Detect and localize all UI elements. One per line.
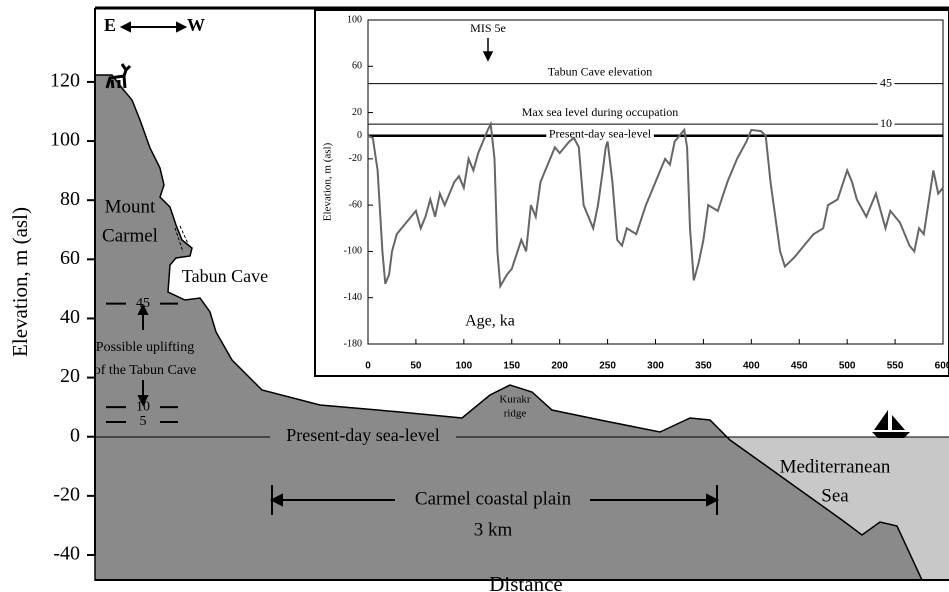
direction-label: E (104, 15, 116, 35)
y-tick-label: 40 (60, 306, 80, 328)
level-label: 10 (136, 399, 150, 414)
y-tick-label: 120 (50, 70, 80, 92)
sea-level-curve (367, 120, 944, 290)
uplift-label: Possible uplifting (96, 340, 194, 355)
deer-icon (105, 63, 132, 89)
x-tick-label: 500 (839, 361, 856, 372)
y-tick-label: -180 (344, 338, 362, 349)
uplift-arrows (137, 303, 149, 407)
terrain (94, 74, 924, 581)
y-tick-label: -20 (53, 483, 80, 505)
reference-value: 45 (880, 75, 892, 89)
plain-label: Carmel coastal plain (415, 488, 572, 509)
y-tick-label: -60 (349, 199, 362, 210)
y-tick-label: 60 (60, 247, 80, 269)
y-tick-label: 80 (60, 188, 80, 210)
y-tick-label: 100 (50, 129, 80, 151)
y-axis-label: Elevation, m (asl) (322, 142, 334, 221)
cave-label: Tabun Cave (182, 266, 268, 286)
x-tick-label: 100 (455, 361, 472, 372)
mountain-label: Carmel (102, 225, 158, 246)
direction-label: W (187, 15, 205, 35)
x-axis-label: Age, ka (465, 313, 515, 330)
reference-label: Max sea level during occupation (522, 105, 679, 119)
inset-frame (314, 9, 949, 377)
ridge-label: ridge (504, 408, 527, 420)
x-axis-label: Distance (489, 572, 562, 592)
y-tick-label: 100 (347, 14, 362, 25)
y-tick-label: 60 (352, 61, 362, 72)
mis-arrow (482, 38, 494, 62)
reference-label: Tabun Cave elevation (548, 64, 652, 78)
y-tick-label: -20 (349, 153, 362, 164)
uplift-label: of the Tabun Cave (94, 363, 197, 378)
x-tick-label: 0 (365, 361, 371, 372)
y-tick-label: -40 (53, 543, 80, 565)
x-tick-label: 250 (599, 361, 616, 372)
sea-label: Sea (821, 485, 849, 506)
boat-icon (872, 410, 910, 438)
reference-label: Present-day sea-level (549, 126, 652, 140)
level-label: 45 (136, 296, 150, 311)
cave-outline (174, 225, 191, 253)
y-tick-label: 20 (60, 365, 80, 387)
ridge-label: Kurakr (499, 394, 530, 406)
mountain-label: Mount (105, 196, 156, 217)
y-tick-label: -100 (344, 246, 362, 257)
direction-arrow (119, 21, 188, 33)
x-tick-label: 300 (647, 361, 664, 372)
x-tick-label: 400 (743, 361, 760, 372)
x-tick-label: 350 (695, 361, 712, 372)
y-axis-label: Elevation, m (asl) (8, 207, 32, 357)
x-tick-label: 200 (551, 361, 568, 372)
x-tick-label: 450 (791, 361, 808, 372)
plain-width-label: 3 km (474, 519, 513, 540)
y-tick-label: -140 (344, 292, 362, 303)
level-label: 5 (140, 414, 147, 429)
y-tick-label: 0 (357, 130, 362, 141)
sea-level-label: Present-day sea-level (286, 425, 439, 445)
x-tick-label: 550 (887, 361, 904, 372)
reference-value: 10 (880, 116, 892, 130)
y-tick-label: 0 (70, 424, 80, 446)
y-tick-label: 20 (352, 107, 362, 118)
sea-label: Mediterranean (780, 456, 891, 477)
annotation: MIS 5e (470, 21, 506, 35)
x-tick-label: 150 (503, 361, 520, 372)
plain-bracket (269, 485, 720, 515)
x-tick-label: 50 (410, 361, 422, 372)
x-tick-label: 600 (935, 361, 949, 372)
